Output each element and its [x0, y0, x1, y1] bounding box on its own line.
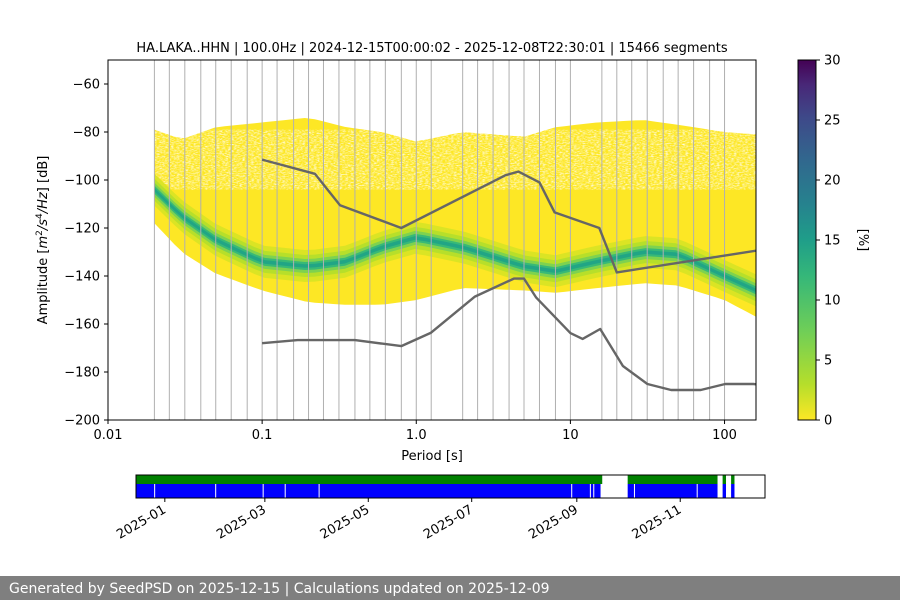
- y-axis: −60 −80 −100 −120 −140 −160 −180 −200: [64, 78, 108, 429]
- psd-plot-area: 0.01 0.1 1.0 10 100 −60 −80 −100 −120 −140 −160 −1…: [35, 59, 757, 464]
- footer-bar: Generated by SeedPSD on 2025-12-15 | Cal…: [0, 576, 900, 600]
- timeline-tick-label: 2025-07: [421, 502, 476, 542]
- noise-model-nhnm: [261, 158, 756, 274]
- heatmap-sparse-top: [154, 129, 756, 190]
- psd-figure: HA.LAKA..HHN | 100.0Hz | 2024-12-15T00:0…: [35, 41, 870, 543]
- timeline-tick-label: 2025-03: [214, 502, 269, 542]
- y-tick-label: −120: [64, 222, 100, 237]
- plot-frame: [107, 59, 757, 421]
- chart-title: HA.LAKA..HHN | 100.0Hz | 2024-12-15T00:0…: [136, 41, 727, 56]
- x-tick-label: 0.01: [94, 428, 123, 443]
- colorbar-tick-label: 30: [824, 54, 841, 69]
- data-availability-segment: [136, 475, 603, 484]
- colorbar-ticks: 0 5 10 15 20 25 30: [816, 54, 841, 429]
- colorbar-tick-label: 25: [824, 114, 841, 129]
- colorbar-tick-label: 20: [824, 174, 841, 189]
- y-tick-label: −160: [64, 318, 100, 333]
- noise-model-nlnm: [261, 277, 756, 392]
- y-tick-label: −140: [64, 270, 100, 285]
- colorbar: 0 5 10 15 20 25 30 [%]: [797, 54, 870, 429]
- psd-availability-segment: [722, 484, 727, 498]
- colorbar-tick-label: 5: [824, 354, 832, 369]
- data-availability-segment: [731, 475, 735, 484]
- data-availability-segment: [722, 475, 727, 484]
- colorbar-gradient: [797, 59, 817, 421]
- colorbar-label: [%]: [855, 229, 870, 252]
- psd-availability-segment: [627, 484, 718, 498]
- x-tick-label: 100: [712, 428, 737, 443]
- y-tick-label: −60: [73, 78, 100, 93]
- y-tick-label: −180: [64, 366, 100, 381]
- heatmap-ridge: [154, 187, 756, 293]
- x-tick-label: 0.1: [252, 428, 273, 443]
- data-availability-segment: [627, 475, 718, 484]
- psd-availability-segment: [731, 484, 735, 498]
- timeline-ticks: 2025-01 2025-03 2025-05 2025-07 2025-09 2025-…: [114, 498, 684, 543]
- colorbar-tick-label: 15: [824, 234, 841, 249]
- y-tick-label: −100: [64, 174, 100, 189]
- footer-text: Generated by SeedPSD on 2025-12-15 | Cal…: [9, 581, 550, 597]
- noise-models: [261, 158, 756, 392]
- availability-timeline: 2025-01 2025-03 2025-05 2025-07 2025-09 2025-…: [114, 474, 766, 543]
- y-axis-label: Amplitude [m2/s4/Hz] [dB]: [35, 156, 51, 325]
- x-axis: 0.01 0.1 1.0 10 100: [94, 420, 737, 443]
- colorbar-tick-label: 0: [824, 414, 832, 429]
- psd-availability-segment: [136, 484, 601, 498]
- y-tick-label: −200: [64, 414, 100, 429]
- timeline-segments: [136, 475, 735, 498]
- period-gridlines: [153, 60, 726, 420]
- timeline-tick-label: 2025-09: [526, 502, 581, 542]
- probability-heatmap: [154, 118, 756, 317]
- timeline-frame: [135, 474, 766, 499]
- timeline-tick-label: 2025-05: [318, 502, 373, 542]
- timeline-tick-label: 2025-01: [114, 502, 169, 542]
- colorbar-tick-label: 10: [824, 294, 841, 309]
- x-tick-label: 1.0: [406, 428, 427, 443]
- x-tick-label: 10: [562, 428, 579, 443]
- x-axis-label: Period [s]: [401, 449, 463, 464]
- timeline-tick-label: 2025-11: [630, 502, 685, 542]
- y-tick-label: −80: [73, 126, 100, 141]
